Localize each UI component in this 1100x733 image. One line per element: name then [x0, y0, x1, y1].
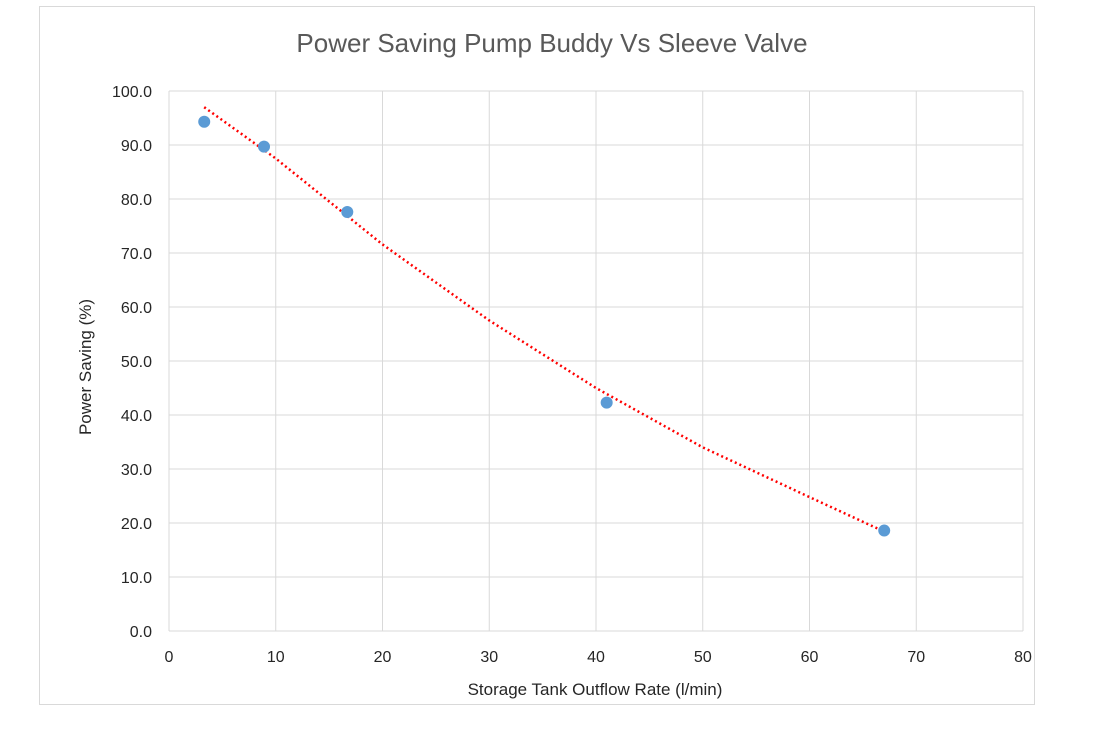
tick-labels: 0 10 20 30 40 50 60 70 80 0.0 10.0 20.0 30.0 40.0 50.0…: [112, 84, 1032, 666]
x-tick-label: 20: [374, 649, 392, 666]
data-point: [878, 524, 891, 537]
data-point: [258, 140, 271, 153]
x-tick-label: 70: [907, 649, 925, 666]
x-tick-label: 60: [801, 649, 819, 666]
data-points: [198, 115, 891, 537]
y-tick-label: 80.0: [121, 192, 152, 209]
y-tick-label: 60.0: [121, 300, 152, 317]
x-tick-label: 80: [1014, 649, 1032, 666]
data-point: [198, 115, 211, 128]
trendline: [203, 106, 885, 533]
x-tick-label: 10: [267, 649, 285, 666]
x-axis-label: Storage Tank Outflow Rate (l/min): [468, 680, 723, 699]
y-tick-label: 70.0: [121, 246, 152, 263]
x-tick-label: 0: [165, 649, 174, 666]
chart-title: Power Saving Pump Buddy Vs Sleeve Valve: [296, 28, 807, 58]
trendline-group: [203, 106, 885, 533]
x-tick-label: 40: [587, 649, 605, 666]
chart-frame: Power Saving Pump Buddy Vs Sleeve Valve …: [39, 6, 1035, 705]
y-tick-label: 10.0: [121, 570, 152, 587]
y-tick-label: 100.0: [112, 84, 152, 101]
scatter-chart: Power Saving Pump Buddy Vs Sleeve Valve …: [76, 28, 1032, 699]
y-tick-label: 20.0: [121, 516, 152, 533]
y-tick-label: 0.0: [130, 624, 152, 641]
x-tick-label: 50: [694, 649, 712, 666]
data-point: [341, 205, 354, 218]
gridlines: [168, 90, 1024, 632]
y-axis-label: Power Saving (%): [76, 299, 95, 435]
y-tick-label: 30.0: [121, 462, 152, 479]
data-point: [600, 396, 613, 409]
y-tick-label: 40.0: [121, 408, 152, 425]
x-tick-label: 30: [480, 649, 498, 666]
y-tick-label: 90.0: [121, 138, 152, 155]
y-tick-label: 50.0: [121, 354, 152, 371]
